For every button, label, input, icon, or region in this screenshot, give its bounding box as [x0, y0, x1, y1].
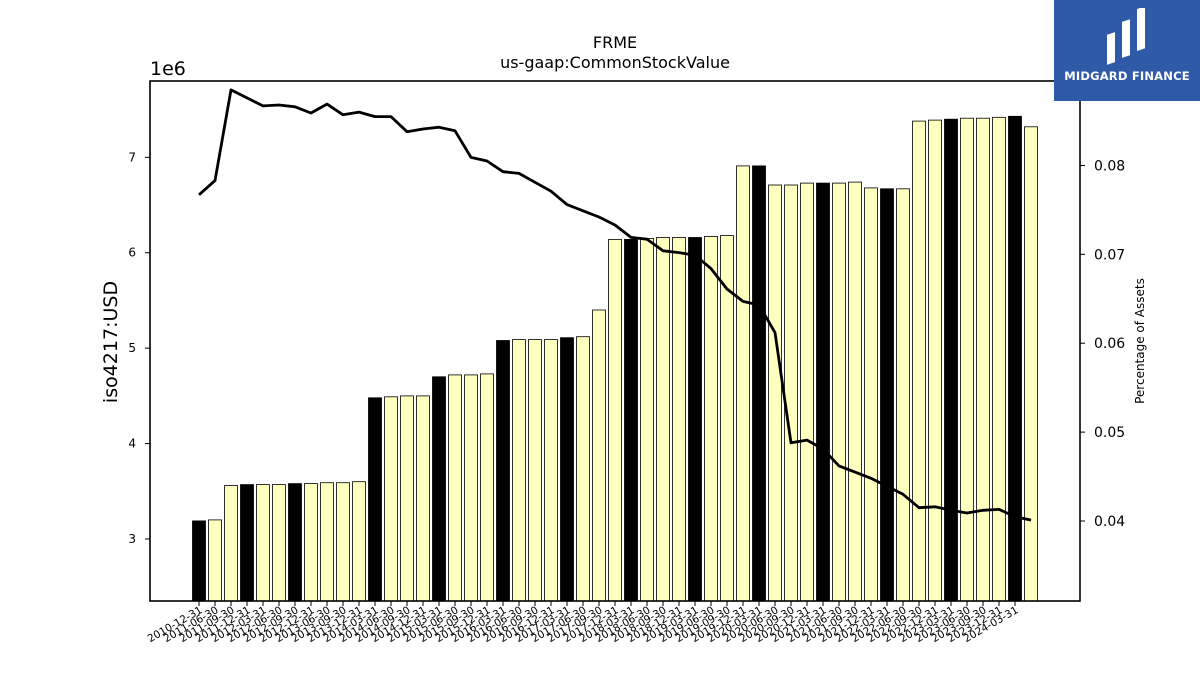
bar	[784, 184, 798, 602]
bar	[960, 117, 974, 602]
bar	[864, 187, 878, 602]
bar	[880, 188, 894, 602]
bar	[224, 485, 238, 602]
bar	[832, 182, 846, 602]
bar	[752, 165, 766, 602]
logo: MIDGARD FINANCE	[1054, 0, 1200, 101]
bar	[560, 337, 574, 602]
bar	[272, 484, 286, 602]
bar	[624, 238, 638, 602]
bar	[736, 165, 750, 602]
bar	[336, 482, 350, 602]
bar	[256, 484, 270, 602]
bar	[608, 238, 622, 602]
bar	[368, 397, 382, 602]
bar	[976, 117, 990, 602]
y2-axis-label: Percentage of Assets	[1133, 278, 1147, 404]
y2-tick-label: 0.07	[1094, 247, 1125, 263]
bar	[432, 376, 446, 602]
bar	[640, 237, 654, 602]
y-tick-label: 6	[128, 246, 136, 260]
y-tick-label: 3	[128, 532, 136, 546]
bar	[768, 184, 782, 602]
bar	[1008, 115, 1022, 602]
bar	[592, 309, 606, 602]
bar	[688, 237, 702, 602]
y-tick-label: 7	[128, 150, 136, 164]
bar	[1024, 126, 1038, 602]
bar	[400, 395, 414, 602]
bar	[800, 182, 814, 602]
y-offset-text: 1e6	[150, 58, 186, 80]
bar	[656, 237, 670, 602]
bar	[704, 236, 718, 602]
bar	[992, 116, 1006, 602]
bar	[416, 395, 430, 602]
bar	[192, 520, 206, 602]
bar	[240, 484, 254, 602]
bar	[512, 339, 526, 602]
bar	[464, 374, 478, 602]
bar	[816, 182, 830, 602]
bar	[528, 339, 542, 602]
bar	[544, 339, 558, 602]
bar	[352, 481, 366, 602]
bar	[288, 483, 302, 602]
bar	[496, 340, 510, 602]
bar	[448, 374, 462, 602]
bar	[896, 188, 910, 602]
bar	[208, 519, 222, 602]
chart-subtitle: us-gaap:CommonStockValue	[500, 53, 730, 72]
bar	[304, 483, 318, 602]
y2-tick-label: 0.08	[1094, 158, 1125, 174]
bar	[480, 373, 494, 602]
bar	[848, 181, 862, 602]
bar	[928, 119, 942, 602]
bar-series	[192, 115, 1038, 602]
logo-icon	[1107, 8, 1145, 65]
y-axis-label: iso4217:USD	[100, 281, 122, 403]
y-tick-label: 4	[128, 437, 136, 451]
logo-text: MIDGARD FINANCE	[1064, 69, 1190, 83]
chart-title: FRME	[593, 33, 637, 52]
bar	[672, 237, 686, 602]
bar	[320, 482, 334, 602]
bar	[944, 118, 958, 602]
bar	[576, 336, 590, 602]
percentage-line	[198, 88, 1032, 522]
y2-tick-label: 0.05	[1094, 425, 1125, 441]
bar	[912, 120, 926, 602]
line-series	[198, 88, 1032, 522]
y2-tick-label: 0.06	[1094, 336, 1125, 352]
axes: 345670.040.050.060.070.082010-12-312011-…	[128, 80, 1125, 645]
y-tick-label: 5	[128, 341, 136, 355]
bar	[384, 396, 398, 602]
y2-tick-label: 0.04	[1094, 514, 1125, 530]
